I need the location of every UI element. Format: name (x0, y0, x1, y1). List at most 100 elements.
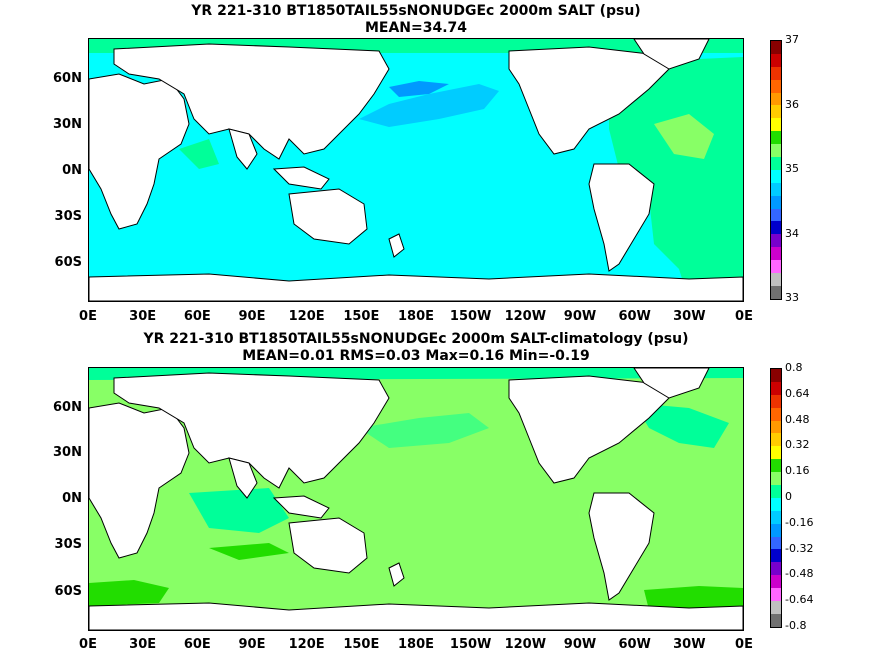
top-lon-label: 30W (673, 309, 706, 324)
bottom-colorbar (770, 368, 782, 628)
top-npacific-core (389, 81, 449, 97)
bottom-colorbar-label: -0.48 (785, 567, 814, 581)
bottom-colorbar-swatch (771, 562, 781, 576)
bottom-colorbar-label: -0.16 (785, 515, 814, 529)
bottom-colorbar-label: -0.32 (785, 541, 814, 555)
top-colorbar-swatch (771, 208, 781, 222)
top-colorbar-label: 37 (785, 33, 799, 46)
top-lon-label: 30E (129, 309, 157, 324)
top-land-eurasia (113, 43, 390, 160)
top-colorbar-swatch (771, 260, 781, 274)
top-lat-label-60s: 60S (54, 255, 82, 270)
top-title-line2: MEAN=34.74 (364, 20, 468, 36)
bottom-land (89, 368, 743, 630)
bottom-land-nz (388, 562, 405, 587)
bottom-lon-label: 120E (288, 637, 325, 652)
bottom-land-greenland (633, 368, 710, 399)
bottom-lon-label: 30E (129, 637, 157, 652)
top-lon-label: 90W (563, 309, 597, 324)
top-lon-label: 60W (618, 309, 651, 324)
bottom-colorbar-swatch (771, 459, 781, 473)
top-colorbar-swatch (771, 66, 781, 80)
bottom-colorbar-label: 0.32 (785, 438, 810, 452)
top-lat-label-30s: 30S (54, 209, 82, 224)
top-lat-label-60n: 60N (53, 71, 82, 86)
top-land-india (228, 128, 258, 170)
top-colorbar-swatch (771, 92, 781, 106)
top-lon-label: 180E (397, 309, 435, 324)
bottom-land-australia (288, 517, 368, 574)
bottom-lon-label: 30W (673, 637, 706, 652)
bottom-land-africa (89, 402, 190, 559)
bottom-colorbar-swatch (771, 523, 781, 537)
bottom-lon-label: 60E (183, 637, 211, 652)
bottom-lon-label: 180E (397, 637, 435, 652)
top-colorbar-swatch (771, 79, 781, 93)
bottom-lon-label: 90W (563, 637, 597, 652)
bottom-lon-label: 0E (735, 637, 753, 652)
top-land-australia (288, 188, 368, 245)
bottom-colorbar-label: 0.16 (785, 464, 810, 478)
top-lat-label-30n: 30N (53, 117, 82, 132)
top-colorbar (770, 40, 782, 300)
bottom-colorbar-swatch (771, 369, 781, 382)
bottom-lat-label-0n: 0N (62, 491, 82, 506)
bottom-lat-label-30s: 30S (54, 537, 82, 552)
bottom-atlantic-patch (634, 403, 729, 448)
bottom-land-india (228, 457, 258, 499)
bottom-colorbar-swatch (771, 601, 781, 614)
top-npacific-tongue (359, 84, 499, 127)
top-colorbar-swatch (771, 195, 781, 209)
top-colorbar-swatch (771, 221, 781, 235)
bottom-lon-label: 60W (618, 637, 651, 652)
bottom-colorbar-swatch (771, 381, 781, 395)
bottom-land-indonesia (272, 495, 330, 519)
top-colorbar-swatch (771, 118, 781, 132)
top-map-panel (88, 38, 744, 302)
bottom-colorbar-label: -0.8 (785, 619, 807, 632)
bottom-land-eurasia (113, 372, 390, 489)
top-colorbar-swatch (771, 157, 781, 170)
bottom-colorbar-label: 0 (785, 490, 792, 503)
bottom-colorbar-swatch (771, 575, 781, 589)
top-lon-label: 0E (79, 309, 97, 324)
bottom-lon-label: 120W (504, 637, 547, 652)
bottom-map-panel (88, 367, 744, 631)
top-colorbar-swatch (771, 234, 781, 248)
top-colorbar-swatch (771, 53, 781, 67)
top-colorbar-swatch (771, 247, 781, 261)
bottom-lon-label: 150E (343, 637, 380, 652)
top-colorbar-swatch (771, 169, 781, 183)
bottom-lat-label-60s: 60S (54, 584, 82, 599)
top-colorbar-swatch (771, 285, 781, 299)
top-colorbar-swatch (771, 182, 781, 196)
top-title-line1: YR 221-310 BT1850TAIL55sNONUDGEc 2000m S… (191, 3, 641, 19)
top-colorbar-swatch (771, 273, 781, 286)
top-lon-label: 120W (504, 309, 547, 324)
bottom-title-line2: MEAN=0.01 RMS=0.03 Max=0.16 Min=-0.19 (242, 348, 590, 364)
bottom-southern-green-2 (644, 586, 743, 610)
bottom-lon-label: 90E (238, 637, 266, 652)
bottom-colorbar-swatch (771, 446, 781, 460)
bottom-land-samerica (588, 492, 655, 601)
bottom-colorbar-label: -0.64 (785, 593, 814, 607)
top-arabian-region (179, 139, 219, 169)
bottom-indian-patch (189, 488, 289, 533)
top-lon-label: 120E (288, 309, 325, 324)
bottom-colorbar-label: 0.48 (785, 412, 810, 426)
top-colorbar-swatch (771, 105, 781, 119)
bottom-colorbar-swatch (771, 497, 781, 511)
top-colorbar-swatch (771, 41, 781, 54)
top-colorbar-label: 36 (785, 97, 799, 111)
bottom-colorbar-swatch (771, 613, 781, 627)
bottom-land-antarctica (89, 602, 743, 630)
top-lon-label: 60E (183, 309, 211, 324)
top-colorbar-label: 35 (785, 162, 799, 175)
top-land-indonesia (272, 166, 330, 190)
bottom-lat-label-60n: 60N (53, 400, 82, 415)
bottom-colorbar-swatch (771, 472, 781, 486)
top-lon-label: 150W (449, 309, 492, 324)
top-land-greenland (633, 39, 710, 70)
bottom-southern-green-3 (209, 543, 289, 560)
bottom-title-line1: YR 221-310 BT1850TAIL55sNONUDGEc 2000m S… (143, 331, 689, 347)
